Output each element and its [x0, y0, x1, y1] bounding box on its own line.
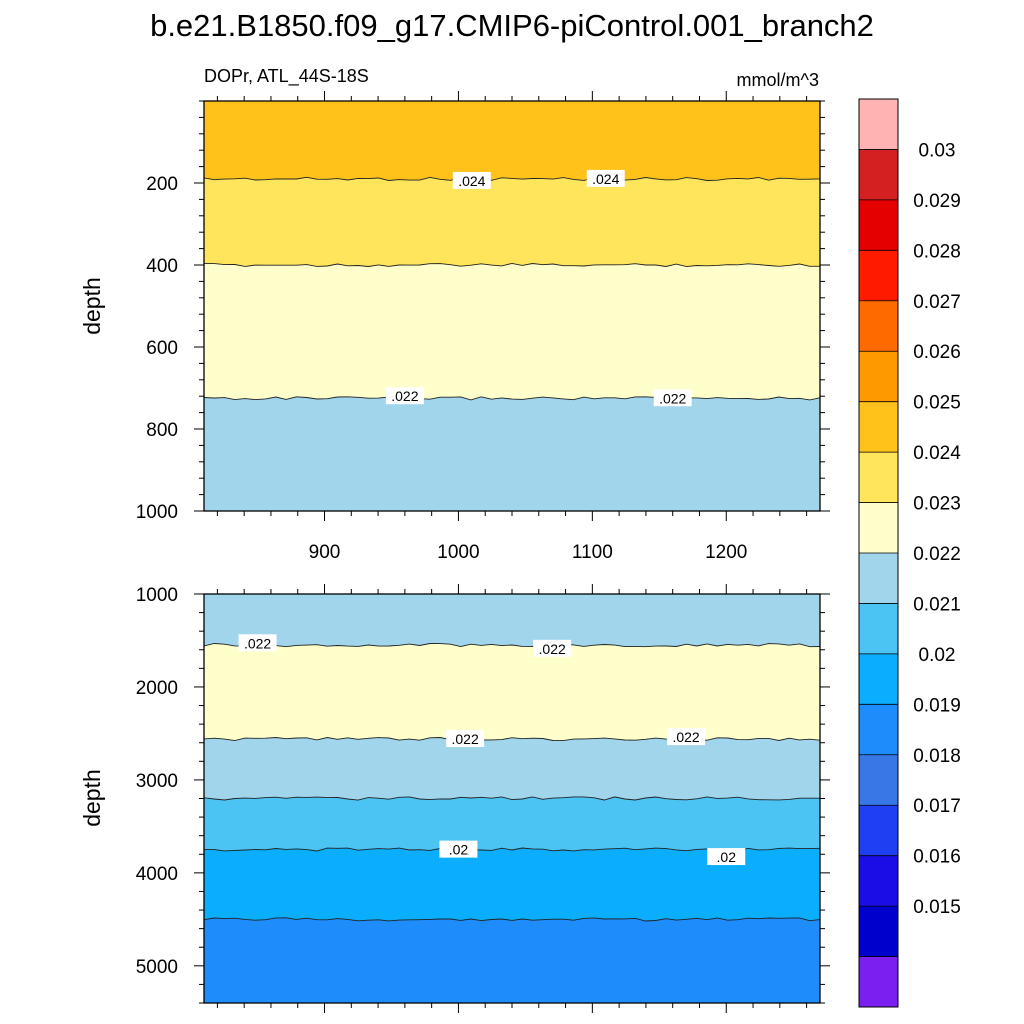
lower-panel: .022 .022 .022 .022 .02 .02 1000 2000 3000 4000 50…: [136, 584, 830, 1013]
svg-text:.024: .024: [592, 171, 619, 187]
contour-line: [204, 917, 820, 922]
x-tick-label: 1000: [437, 542, 479, 563]
upper-y-axis-label: depth: [79, 277, 105, 335]
contour-label: .022: [446, 730, 485, 748]
units-label: mmol/m^3: [737, 70, 819, 90]
contour-line: [204, 262, 820, 268]
contour-label: .022: [238, 634, 277, 652]
colorbar-label: 0.027: [913, 292, 961, 313]
y-tick-label: 800: [146, 420, 178, 441]
contour-band: [204, 594, 820, 647]
colorbar-swatch: [859, 956, 898, 1008]
colorbar-swatch: [859, 99, 898, 150]
y-tick-label: 5000: [136, 957, 178, 978]
contour-label: .022: [385, 387, 424, 405]
y-tick-label: 2000: [136, 678, 178, 699]
colorbar-label: 0.025: [913, 393, 961, 414]
contour-line: [204, 176, 820, 181]
svg-text:.022: .022: [452, 731, 479, 747]
colorbar-swatch: [859, 401, 898, 453]
colorbar-swatch: [859, 149, 898, 201]
colorbar-label: 0.018: [913, 746, 961, 767]
y-tick-label: 400: [146, 256, 178, 277]
colorbar-swatch: [859, 553, 898, 604]
svg-text:.02: .02: [449, 842, 469, 858]
x-tick-label: 1200: [705, 542, 747, 563]
contour-line: [204, 396, 820, 401]
colorbar-swatch: [859, 906, 898, 957]
colorbar-swatch: [859, 300, 898, 352]
y-tick-label: 200: [146, 174, 178, 195]
svg-text:.024: .024: [458, 173, 485, 189]
colorbar-swatch: [859, 351, 898, 403]
y-tick-label: 1000: [136, 502, 178, 523]
contour-line: [204, 643, 820, 648]
svg-text:.022: .022: [391, 388, 418, 404]
contour-band: [204, 643, 820, 741]
contour-label: .02: [707, 848, 746, 866]
svg-text:.022: .022: [244, 635, 271, 651]
colorbar-label: 0.019: [913, 695, 961, 716]
colorbar-swatch: [859, 754, 898, 806]
y-tick-label: 4000: [136, 864, 178, 885]
colorbar-swatch: [859, 603, 898, 655]
y-tick-label: 1000: [136, 585, 178, 606]
x-tick-label: 900: [309, 542, 341, 563]
colorbar-swatch: [859, 199, 898, 251]
contour-label: .024: [452, 171, 491, 189]
contour-label: .02: [439, 840, 478, 858]
y-tick-label: 600: [146, 338, 178, 359]
contour-band: [204, 263, 820, 400]
svg-text:.022: .022: [659, 390, 686, 406]
svg-text:.022: .022: [672, 729, 699, 745]
chart-title: b.e21.B1850.f09_g17.CMIP6-piControl.001_…: [150, 8, 874, 43]
colorbar-label: 0.024: [913, 443, 961, 464]
contour-line: [204, 796, 820, 801]
colorbar-label: 0.03: [919, 140, 956, 161]
colorbar-label: 0.022: [913, 544, 961, 565]
colorbar-label: 0.026: [913, 342, 961, 363]
contour-band: [204, 796, 820, 851]
colorbar-swatch: [859, 452, 898, 503]
contour-label: .022: [667, 728, 706, 746]
variable-label: DOPr, ATL_44S-18S: [204, 66, 369, 87]
contour-band: [204, 101, 820, 181]
upper-panel: .024 .024 .022 .022 200 400 600 800 1000 900 1000 1…: [136, 91, 830, 563]
lower-y-axis-label: depth: [79, 769, 105, 827]
x-tick-label: 1100: [572, 542, 613, 563]
colorbar-label: 0.016: [913, 847, 961, 868]
contour-label: .022: [653, 389, 692, 407]
contour-line: [204, 737, 820, 742]
colorbar-label: 0.021: [913, 594, 961, 615]
svg-text:.02: .02: [717, 849, 737, 865]
contour-band: [204, 737, 820, 801]
colorbar-label: 0.028: [913, 241, 961, 262]
contour-band: [204, 396, 820, 511]
colorbar-label: 0.017: [913, 796, 961, 817]
colorbar-label: 0.029: [913, 191, 961, 212]
contour-band: [204, 177, 820, 267]
y-tick-label: 3000: [136, 771, 178, 792]
colorbar-label: 0.015: [913, 897, 961, 918]
colorbar-swatch: [859, 653, 898, 705]
colorbar-swatch: [859, 855, 898, 907]
contour-band: [204, 848, 820, 921]
colorbar-swatch: [859, 250, 898, 302]
colorbar-swatch: [859, 704, 898, 756]
svg-text:.022: .022: [539, 641, 566, 657]
contour-band: [204, 917, 820, 1003]
colorbar-swatch: [859, 502, 898, 554]
contour-label: .022: [533, 639, 572, 657]
colorbar-label: 0.02: [919, 645, 956, 666]
contour-label: .024: [586, 169, 625, 187]
colorbar: 0.03 0.029 0.028 0.027 0.026 0.025 0.024 0.023 0…: [858, 98, 961, 1008]
colorbar-swatch: [859, 805, 898, 857]
colorbar-label: 0.023: [913, 494, 961, 515]
